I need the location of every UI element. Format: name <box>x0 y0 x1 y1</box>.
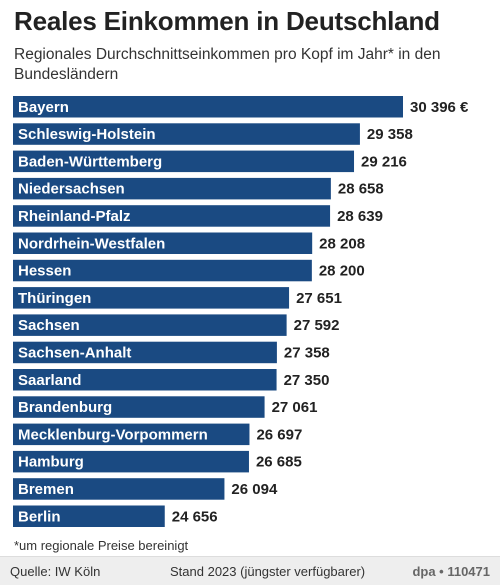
bar-value-label: 26 697 <box>256 426 302 443</box>
footnote: *um regionale Preise bereinigt <box>14 538 189 553</box>
bar-2 <box>13 150 355 173</box>
bar-category-label: Thüringen <box>18 290 91 307</box>
bar-0 <box>13 96 403 118</box>
bar-value-label: 24 656 <box>172 508 218 525</box>
bar-12 <box>13 423 250 446</box>
bar-category-label: Schleswig-Holstein <box>18 126 156 143</box>
bar-13 <box>13 450 249 473</box>
bar-category-label: Bayern <box>18 99 69 116</box>
footer-stand: Stand 2023 (jüngster verfügbarer) <box>170 564 366 579</box>
bar-value-label: 29 358 <box>367 126 413 143</box>
bar-5 <box>13 232 313 254</box>
bar-4 <box>13 205 331 227</box>
bar-9 <box>13 341 277 364</box>
bar-category-label: Berlin <box>18 508 61 525</box>
bar-category-label: Rheinland-Pfalz <box>18 208 131 225</box>
bar-3 <box>13 177 331 200</box>
bar-value-label: 29 216 <box>361 153 407 170</box>
bar-7 <box>13 287 290 309</box>
page-subtitle: Regionales Durchschnittseinkommen pro Ko… <box>14 46 441 83</box>
bar-category-label: Brandenburg <box>18 399 112 416</box>
bar-value-label: 26 685 <box>256 454 302 471</box>
bar-8 <box>13 314 287 336</box>
footer-source: Quelle: IW Köln <box>10 564 101 579</box>
bar-category-label: Hessen <box>18 263 71 280</box>
bar-category-label: Mecklenburg-Vorpommern <box>18 426 208 443</box>
bar-value-label: 27 061 <box>272 399 318 416</box>
bar-category-label: Baden-Württemberg <box>18 153 162 170</box>
bar-1 <box>13 123 360 145</box>
bar-14 <box>13 478 225 500</box>
bar-11 <box>13 396 265 418</box>
bar-category-label: Hamburg <box>18 454 84 471</box>
bar-category-label: Bremen <box>18 481 74 498</box>
bar-6 <box>13 259 312 282</box>
bar-value-label: 28 658 <box>338 181 384 198</box>
bar-category-label: Sachsen-Anhalt <box>18 344 131 361</box>
bar-value-label: 28 200 <box>319 263 365 280</box>
bar-category-label: Saarland <box>18 372 81 389</box>
bar-15 <box>13 505 165 527</box>
footer-credit: dpa • 110471 <box>412 564 490 579</box>
bar-value-label: 30 396 € <box>410 99 469 116</box>
bar-value-label: 28 639 <box>337 208 383 225</box>
bar-value-label: 27 592 <box>294 317 340 334</box>
page-title: Reales Einkommen in Deutschland <box>14 6 440 36</box>
bar-value-label: 27 651 <box>296 290 342 307</box>
bar-category-label: Nordrhein-Westfalen <box>18 235 165 252</box>
bar-value-label: 26 094 <box>231 481 278 498</box>
bar-category-label: Sachsen <box>18 317 80 334</box>
bar-value-label: 27 358 <box>284 344 330 361</box>
footer-bar: Quelle: IW Köln Stand 2023 (jüngster ver… <box>0 556 500 585</box>
bar-value-label: 27 350 <box>284 372 330 389</box>
bar-category-label: Niedersachsen <box>18 181 125 198</box>
bar-10 <box>13 369 277 391</box>
bar-value-label: 28 208 <box>319 235 365 252</box>
